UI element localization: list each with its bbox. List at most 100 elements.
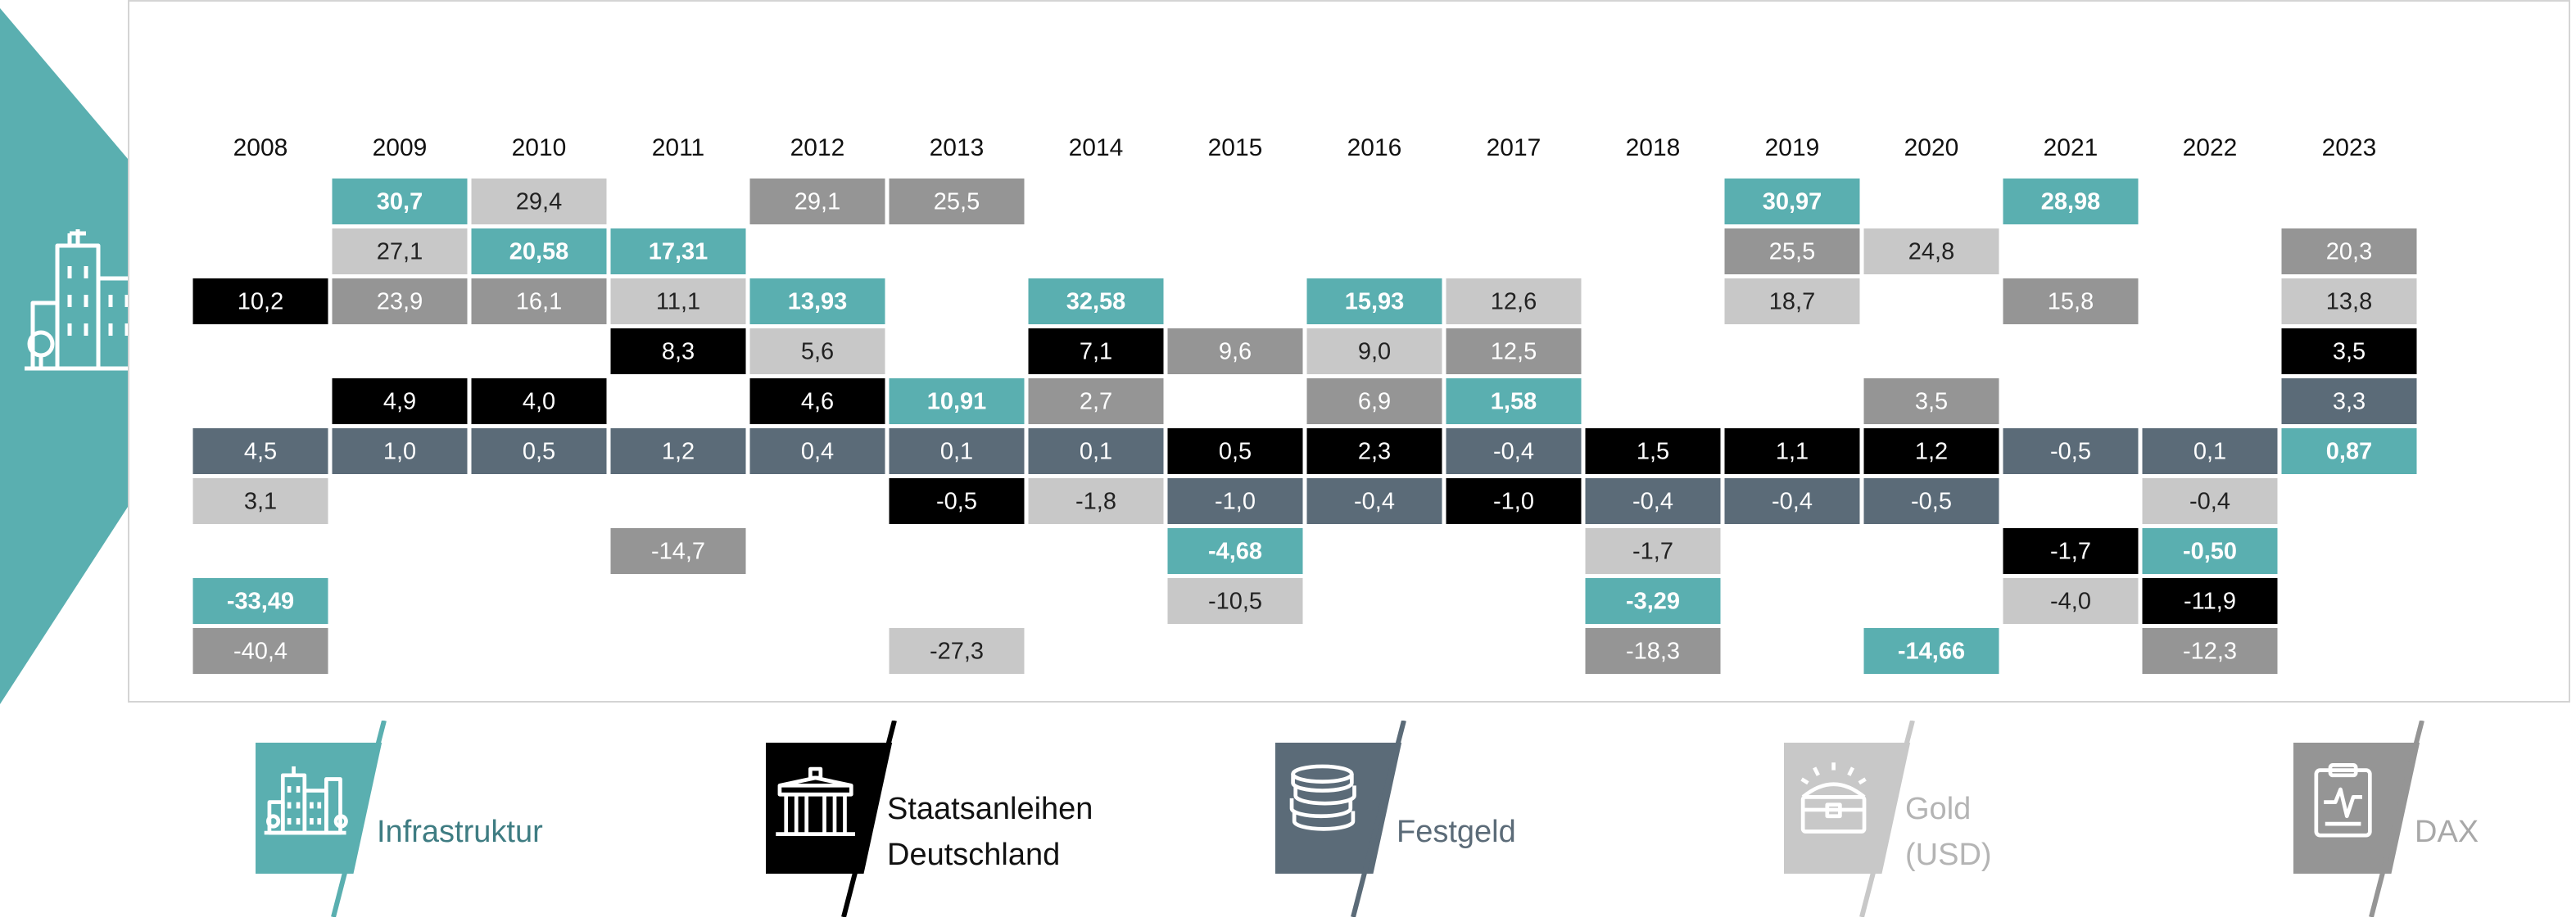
cell-box bbox=[192, 478, 328, 524]
legend-item-dax: DAX bbox=[2293, 721, 2576, 917]
cell-2009-dax: 23,9 bbox=[332, 278, 468, 324]
cell-2022-gold: -0,4 bbox=[2142, 478, 2278, 524]
legend-swatch bbox=[1784, 721, 1923, 917]
cell-box bbox=[332, 378, 468, 424]
cell-2017-fest: -0,4 bbox=[1446, 428, 1582, 474]
cell-value: 4,5 bbox=[244, 439, 277, 465]
cell-value: 0,1 bbox=[940, 439, 973, 465]
cell-2008-dax: -40,4 bbox=[192, 628, 328, 674]
legend-item-gold: Gold (USD) bbox=[1784, 721, 2275, 917]
cell-value: 8,3 bbox=[662, 339, 695, 365]
cell-value: 20,3 bbox=[2326, 239, 2372, 265]
cell-value: 1,2 bbox=[1915, 439, 1948, 465]
legend-swatch bbox=[1275, 721, 1415, 917]
cell-value: 20,58 bbox=[509, 239, 569, 265]
cell-value: -0,4 bbox=[1772, 489, 1813, 515]
cell-value: 12,5 bbox=[1491, 339, 1537, 365]
cell-2014-dax: 2,7 bbox=[1028, 378, 1164, 424]
cell-box bbox=[1446, 378, 1582, 424]
cell-2018-dax: -18,3 bbox=[1585, 628, 1721, 674]
legend-label: Infrastruktur bbox=[377, 815, 543, 849]
cell-box bbox=[1306, 478, 1442, 524]
cell-2015-gold: -10,5 bbox=[1167, 578, 1303, 624]
cell-box bbox=[610, 328, 746, 374]
cell-value: 0,1 bbox=[1080, 439, 1112, 465]
legend-label: Gold (USD) bbox=[1905, 792, 1992, 872]
cell-value: -0,4 bbox=[2189, 489, 2230, 515]
cell-box bbox=[2142, 578, 2278, 624]
coin-stack-icon bbox=[1289, 764, 1356, 831]
cell-value: 3,5 bbox=[2333, 339, 2365, 365]
cell-value: 1,5 bbox=[1637, 439, 1669, 465]
brandenburg-gate-icon bbox=[776, 766, 855, 836]
cell-box bbox=[2003, 578, 2139, 624]
cell-2021-bund: -1,7 bbox=[2003, 528, 2139, 574]
cell-value: 29,4 bbox=[516, 189, 562, 215]
cell-box bbox=[1446, 328, 1582, 374]
cell-value: -11,9 bbox=[2184, 589, 2236, 615]
cell-box bbox=[749, 179, 885, 224]
cell-value: 2,3 bbox=[1358, 439, 1391, 465]
cell-2016-dax: 6,9 bbox=[1306, 378, 1442, 424]
cell-value: -12,3 bbox=[2183, 639, 2237, 665]
cell-value: 6,9 bbox=[1358, 389, 1391, 415]
cell-value: -10,5 bbox=[1208, 589, 1262, 615]
cell-value: 9,0 bbox=[1358, 339, 1391, 365]
cell-2009-gold: 27,1 bbox=[332, 228, 468, 274]
cell-2022-bund: -11,9 bbox=[2142, 578, 2278, 624]
cell-box bbox=[1028, 478, 1164, 524]
cell-box bbox=[2142, 628, 2278, 674]
year-label-2022: 2022 bbox=[2183, 134, 2238, 161]
cell-2017-dax: 12,5 bbox=[1446, 328, 1582, 374]
year-label-2018: 2018 bbox=[1626, 134, 1681, 161]
cell-box bbox=[2003, 278, 2139, 324]
cell-2010-bund: 4,0 bbox=[471, 378, 607, 424]
cell-2013-dax: 25,5 bbox=[889, 179, 1025, 224]
cell-box bbox=[2281, 378, 2417, 424]
cell-2016-gold: 9,0 bbox=[1306, 328, 1442, 374]
cell-box bbox=[1585, 428, 1721, 474]
cell-box bbox=[1306, 278, 1442, 324]
cell-value: -33,49 bbox=[227, 589, 294, 615]
cell-box bbox=[192, 628, 328, 674]
cell-value: 24,8 bbox=[1908, 239, 1954, 265]
year-label-2021: 2021 bbox=[2044, 134, 2098, 161]
cell-value: 0,1 bbox=[2193, 439, 2226, 465]
cell-2012-bund: 4,6 bbox=[749, 378, 885, 424]
cell-value: 13,8 bbox=[2326, 289, 2372, 315]
cell-value: 4,9 bbox=[383, 389, 416, 415]
cell-2014-gold: -1,8 bbox=[1028, 478, 1164, 524]
cell-box bbox=[610, 228, 746, 274]
cell-box bbox=[749, 378, 885, 424]
cell-box bbox=[1167, 428, 1303, 474]
cell-value: -14,66 bbox=[1898, 639, 1965, 665]
cell-value: -40,4 bbox=[233, 639, 287, 665]
cell-2011-infra: 17,31 bbox=[610, 228, 746, 274]
cell-box bbox=[2142, 528, 2278, 574]
cell-value: 23,9 bbox=[377, 289, 423, 315]
cell-2019-bund: 1,1 bbox=[1724, 428, 1860, 474]
performance-ranking-grid: 2008 2009 2010 2011 2012 2013 2014 2015 2016 2017… bbox=[192, 134, 2417, 674]
cell-box bbox=[2281, 328, 2417, 374]
cell-box bbox=[610, 528, 746, 574]
cell-2022-infra: -0,50 bbox=[2142, 528, 2278, 574]
cell-2013-gold: -27,3 bbox=[889, 628, 1025, 674]
cell-box bbox=[332, 228, 468, 274]
year-label-2020: 2020 bbox=[1904, 134, 1959, 161]
cell-box bbox=[192, 578, 328, 624]
cell-2010-fest: 0,5 bbox=[471, 428, 607, 474]
cell-box bbox=[1306, 378, 1442, 424]
cell-2017-infra: 1,58 bbox=[1446, 378, 1582, 424]
cell-2012-infra: 13,93 bbox=[749, 278, 885, 324]
cell-2020-gold: 24,8 bbox=[1863, 228, 1999, 274]
cell-value: -27,3 bbox=[930, 639, 984, 665]
cell-box bbox=[1306, 328, 1442, 374]
cell-value: -18,3 bbox=[1626, 639, 1680, 665]
legend-item-infra: Infrastruktur bbox=[256, 721, 747, 917]
cell-2023-dax: 20,3 bbox=[2281, 228, 2417, 274]
cell-value: -4,68 bbox=[1208, 539, 1262, 565]
treasure-chest-icon bbox=[1800, 762, 1867, 834]
cell-value: 1,0 bbox=[383, 439, 416, 465]
cell-2008-bund: 10,2 bbox=[192, 278, 328, 324]
cell-2016-fest: -0,4 bbox=[1306, 478, 1442, 524]
